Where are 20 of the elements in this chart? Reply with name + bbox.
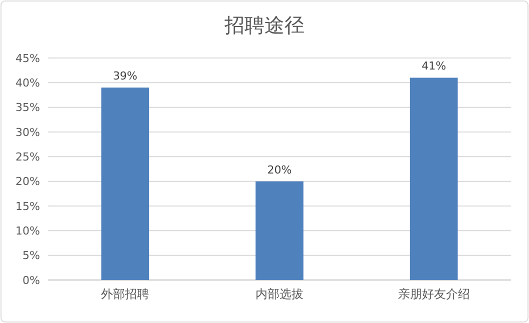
data-label: 41% <box>422 60 446 73</box>
x-tick-label: 外部招聘 <box>101 287 150 301</box>
x-tick-label: 亲朋好友介绍 <box>398 287 470 301</box>
chart-title: 招聘途径 <box>224 13 304 37</box>
y-tick-label: 15% <box>16 200 40 213</box>
y-tick-label: 35% <box>16 101 40 114</box>
bar <box>410 78 458 280</box>
y-tick-label: 30% <box>16 126 40 139</box>
y-tick-label: 10% <box>16 224 40 238</box>
bar <box>256 181 304 280</box>
data-label: 20% <box>267 163 292 176</box>
y-tick-label: 25% <box>16 150 40 164</box>
y-tick-label: 45% <box>16 52 40 65</box>
y-tick-label: 0% <box>22 274 40 287</box>
y-tick-label: 20% <box>16 175 40 188</box>
y-tick-label: 40% <box>16 76 40 90</box>
y-tick-label: 5% <box>22 249 40 262</box>
data-label: 39% <box>112 70 138 83</box>
bar <box>101 88 150 280</box>
x-tick-label: 内部选拔 <box>256 287 304 301</box>
